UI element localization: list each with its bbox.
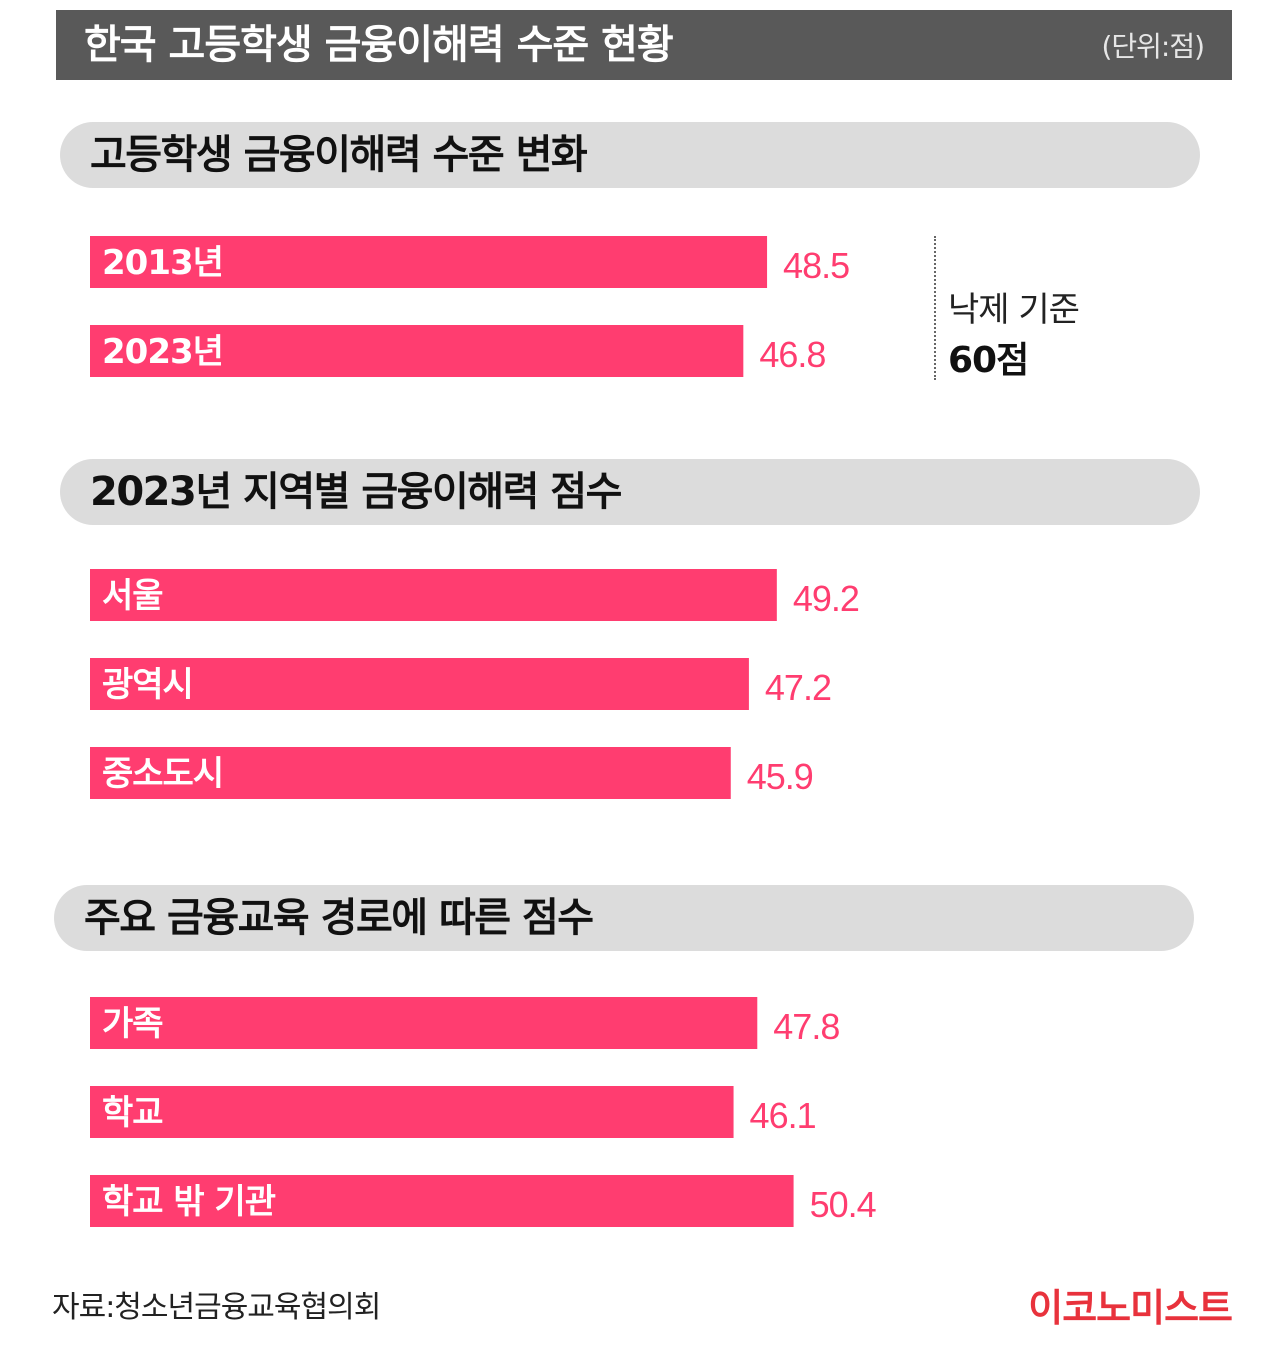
bar-value-label: 50.4 [810,1184,876,1225]
bar-channel-2 [90,1175,794,1227]
bar-category-label: 서울 [102,576,163,616]
bar-category-label: 2013년 [102,243,223,283]
bar-value-label: 47.8 [773,1006,839,1047]
title-bar: 한국 고등학생 금융이해력 수준 현황 (단위:점) [56,10,1232,80]
bar-change-1 [90,325,744,377]
page-title: 한국 고등학생 금융이해력 수준 현황 [84,22,674,68]
bar-region-1 [90,658,749,710]
section-title-region: 2023년 지역별 금융이해력 점수 [90,469,622,515]
bar-value-label: 49.2 [793,578,859,619]
reference-label: 낙제 기준 [948,290,1080,330]
section-header-change: 고등학생 금융이해력 수준 변화 [60,122,1200,188]
bar-value-label: 46.8 [759,334,825,375]
bar-region-0 [90,569,777,621]
bar-category-label: 2023년 [102,332,223,372]
brand-logo: 이코노미스트 [1028,1286,1233,1330]
bar-category-label: 학교 [102,1093,163,1133]
unit-label: (단위:점) [1101,30,1205,63]
section-title-channel: 주요 금융교육 경로에 따른 점수 [84,895,594,941]
bar-category-label: 가족 [102,1004,163,1044]
section-title-change: 고등학생 금융이해력 수준 변화 [90,132,588,178]
bar-channel-0 [90,997,758,1049]
bar-value-label: 45.9 [747,756,813,797]
section-header-region: 2023년 지역별 금융이해력 점수 [60,459,1200,525]
bar-category-label: 중소도시 [102,754,223,794]
bar-channel-1 [90,1086,734,1138]
bar-value-label: 47.2 [765,667,831,708]
bar-value-label: 48.5 [783,245,849,286]
section-header-channel: 주요 금융교육 경로에 따른 점수 [54,885,1194,951]
reference-value: 60점 [948,340,1029,381]
bar-value-label: 46.1 [750,1095,816,1136]
bar-category-label: 광역시 [102,665,193,705]
source-note: 자료:청소년금융교육협의회 [52,1290,381,1325]
bar-change-0 [90,236,768,288]
reference-line [934,236,936,380]
bar-category-label: 학교 밖 기관 [102,1182,276,1222]
bar-region-2 [90,747,731,799]
